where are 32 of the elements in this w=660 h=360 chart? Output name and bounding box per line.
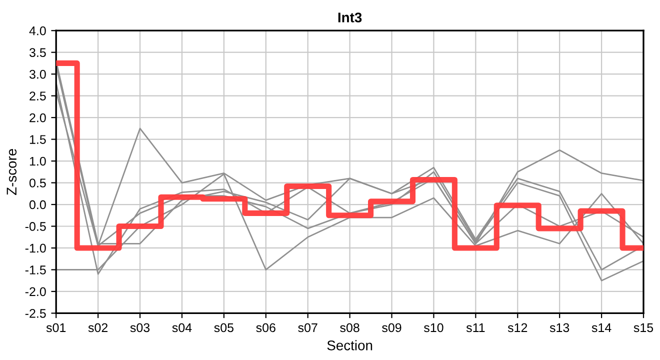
x-tick-label: s09 — [382, 323, 402, 332]
y-tick-label: 0.0 — [29, 200, 46, 210]
y-tick-label: 2.0 — [30, 113, 46, 122]
y-tick-label: -1.0 — [25, 244, 46, 253]
y-tick-label: 3.5 — [29, 48, 46, 57]
x-tick-label: s05 — [214, 323, 234, 332]
y-tick-label: 4.0 — [29, 26, 46, 36]
y-tick-label: 1.5 — [30, 135, 46, 144]
y-tick-label: -0.5 — [25, 222, 46, 231]
y-tick-label: 1.0 — [30, 156, 46, 166]
y-tick-label: -2.5 — [25, 309, 46, 318]
x-tick-label: s06 — [256, 323, 276, 332]
x-tick-label: s14 — [592, 323, 612, 332]
y-tick-label: 0.5 — [29, 178, 46, 188]
x-tick-label: s04 — [172, 323, 192, 332]
x-tick-label: s10 — [424, 323, 444, 332]
x-tick-label: s13 — [550, 323, 570, 332]
chart-title: Int3 — [338, 12, 362, 22]
x-tick-label: s08 — [340, 323, 360, 332]
x-tick-label: s02 — [88, 323, 108, 332]
x-tick-label: s03 — [130, 323, 150, 332]
x-tick-label: s11 — [466, 323, 485, 332]
x-tick-label: s12 — [508, 323, 528, 332]
y-tick-label: -2.0 — [25, 287, 46, 296]
x-tick-label: s01 — [46, 323, 66, 332]
y-tick-label: -1.5 — [25, 266, 46, 274]
x-tick-label: s07 — [298, 323, 318, 332]
y-tick-label: 3.0 — [29, 70, 46, 79]
y-tick-label: 2.5 — [30, 92, 46, 100]
y-axis-title: Z-score — [6, 148, 17, 195]
x-tick-label: s15 — [634, 323, 654, 332]
x-axis-title: Section — [327, 340, 372, 350]
